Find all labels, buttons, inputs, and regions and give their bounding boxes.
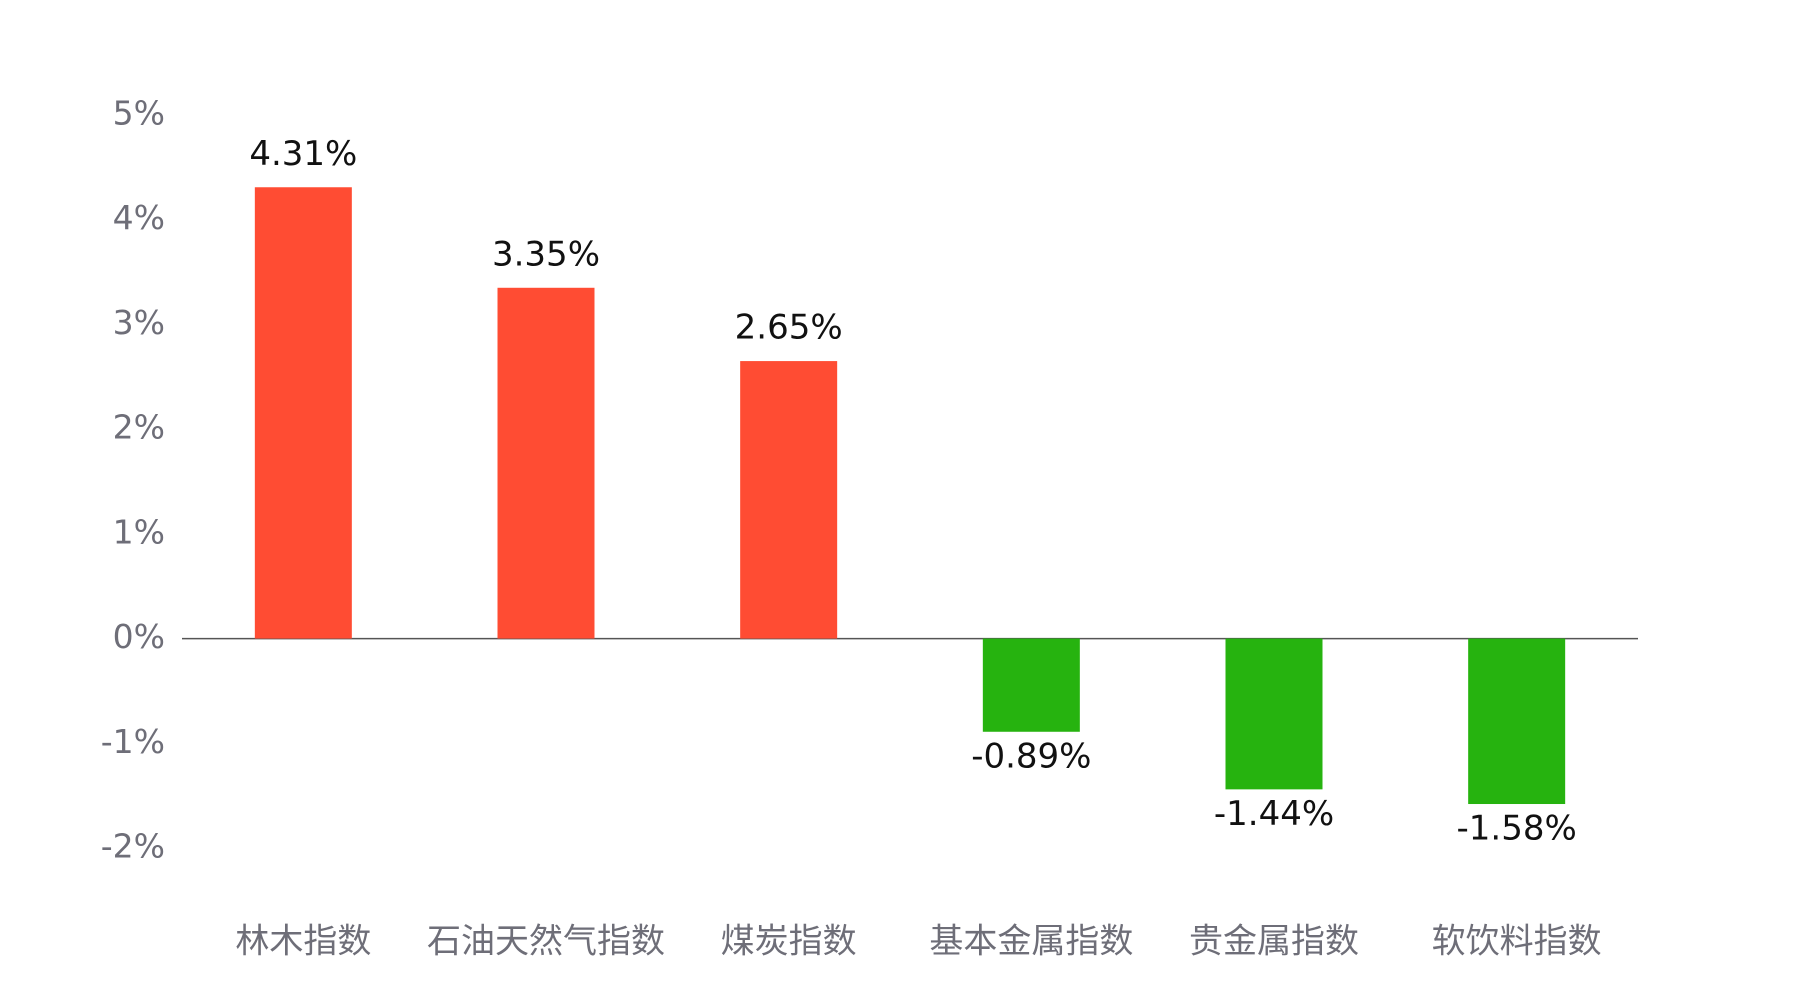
y-tick-label: -1% [101, 722, 165, 761]
x-tick-label: 软饮料指数 [1432, 922, 1602, 962]
bar [254, 187, 352, 639]
bar [982, 638, 1080, 732]
x-tick-label: 贵金属指数 [1189, 922, 1359, 962]
bar [497, 287, 595, 639]
y-tick-label: 5% [113, 94, 165, 133]
value-label: -1.44% [1214, 794, 1334, 834]
y-tick-label: 4% [113, 198, 165, 237]
value-label: 4.31% [249, 134, 357, 174]
x-tick-label: 林木指数 [235, 922, 371, 962]
x-tick-label: 石油天然气指数 [427, 922, 665, 962]
y-tick-label: 0% [113, 617, 165, 656]
value-label: -1.58% [1457, 809, 1577, 849]
y-tick-label: 3% [113, 303, 165, 342]
value-label: -0.89% [971, 736, 1091, 776]
bar [740, 361, 838, 639]
value-label: 3.35% [492, 234, 600, 274]
bar [1468, 638, 1566, 805]
y-tick-label: 1% [113, 512, 165, 551]
value-label: 2.65% [735, 308, 843, 348]
x-tick-label: 基本金属指数 [929, 922, 1133, 962]
x-tick-label: 煤炭指数 [721, 922, 857, 962]
y-tick-label: 2% [113, 408, 165, 447]
bar [1225, 638, 1323, 790]
y-tick-label: -2% [101, 827, 165, 866]
